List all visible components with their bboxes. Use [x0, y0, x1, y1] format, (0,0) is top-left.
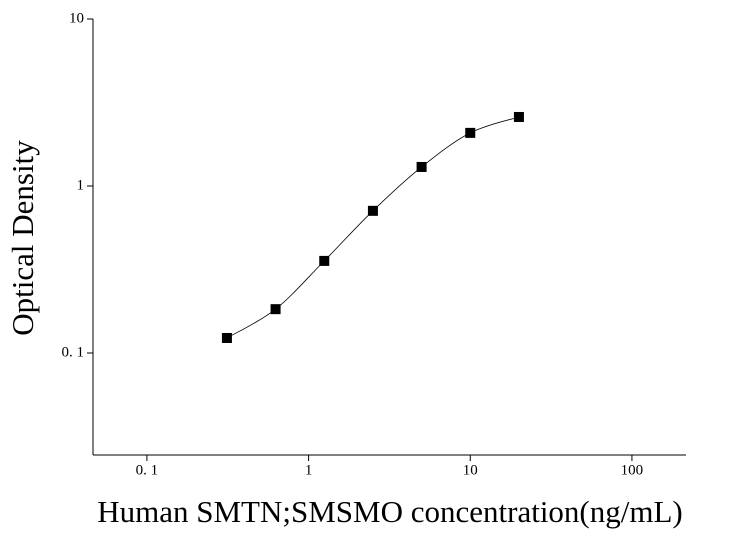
x-tick-label: 100	[621, 462, 644, 478]
data-point	[270, 304, 281, 315]
data-point	[221, 332, 232, 343]
x-tick-label: 0. 1	[136, 462, 159, 478]
x-tick-label: 10	[463, 462, 478, 478]
data-point	[319, 255, 330, 266]
data-point	[416, 161, 427, 172]
y-axis-title: Optical Density	[5, 140, 40, 336]
y-tick-label: 10	[69, 10, 84, 26]
x-axis-title: Human SMTN;SMSMO concentration(ng/mL)	[97, 494, 683, 529]
y-tick-label: 0. 1	[62, 344, 85, 360]
data-point	[513, 111, 524, 122]
y-tick-label: 1	[77, 177, 85, 193]
x-tick-label: 1	[305, 462, 313, 478]
data-point	[465, 127, 476, 138]
data-point	[367, 205, 378, 216]
